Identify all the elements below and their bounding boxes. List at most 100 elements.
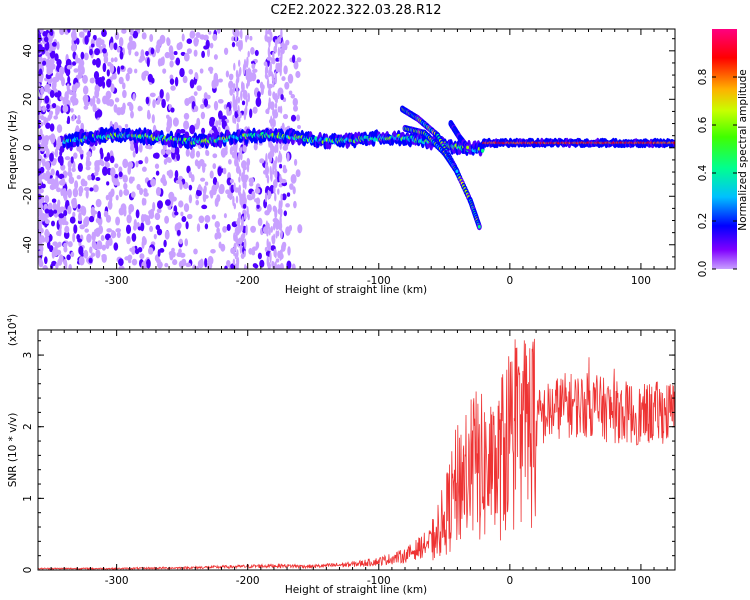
spectral-cell-139 (118, 189, 123, 198)
spectral-cell-609 (248, 182, 254, 187)
spectral-cell-1247 (100, 151, 104, 160)
spectral-cell-276 (295, 70, 301, 79)
spectral-cell-2709 (466, 145, 470, 150)
spectral-cell-739 (174, 169, 179, 179)
spectral-cell-1299 (164, 230, 170, 240)
spectral-cell-1110 (88, 215, 95, 223)
spectral-cell-638 (83, 105, 89, 110)
spectral-cell-845 (255, 197, 261, 206)
spectral-cell-1326 (101, 253, 107, 259)
spectral-cell-1412 (242, 180, 245, 189)
spectral-cell-1638 (266, 174, 270, 184)
spectral-cell-627 (102, 166, 108, 176)
spectral-cell-1248 (156, 208, 162, 214)
spectral-cell-1533 (233, 117, 237, 125)
spectral-cell-1269 (166, 114, 170, 119)
spectral-cell-1108 (70, 30, 77, 40)
spectral-cell-661 (68, 264, 72, 269)
spectral-cell-457 (161, 98, 166, 109)
spectral-cell-1134 (50, 263, 54, 269)
spectrogram-x-tick-label: 100 (631, 275, 651, 287)
spectral-cell-541 (279, 262, 284, 269)
spectral-cell-681 (95, 217, 101, 224)
spectral-cell-690 (122, 89, 127, 99)
spectral-cell-1522 (232, 83, 236, 94)
spectral-cell-713 (180, 211, 184, 217)
spectral-cell-1393 (38, 209, 43, 218)
spectral-cell-1519 (277, 36, 280, 45)
spectral-cell-669 (70, 43, 77, 52)
spectral-cell-1576 (273, 184, 276, 195)
spectral-cell-135 (135, 209, 140, 219)
spectral-cell-462 (118, 36, 124, 47)
spectral-cell-484 (254, 49, 259, 57)
spectral-cell-1306 (56, 230, 62, 236)
spectral-cell-1539 (272, 51, 275, 60)
spectral-cell-1241 (147, 109, 151, 118)
spectral-cell-1281 (128, 215, 132, 221)
spectral-cell-458 (228, 159, 232, 165)
spectral-cell-591 (214, 220, 220, 229)
spectral-cell-752 (277, 106, 281, 113)
colorbar-tick-label: 0.0 (697, 261, 709, 278)
spectral-cell-376 (252, 106, 258, 114)
spectral-cell-1176 (290, 114, 297, 122)
spectral-cell-1245 (89, 187, 94, 192)
spectrogram-x-ticks: -300 -200 -100 0 100 (50, 29, 668, 287)
spectral-cell-1562 (244, 146, 247, 153)
spectral-cell-1400 (246, 163, 250, 173)
spectral-cell-750 (44, 208, 50, 214)
spectral-cell-1556 (245, 97, 249, 107)
spectral-cell-1026 (74, 82, 79, 89)
spectral-cell-433 (174, 76, 179, 87)
spectral-cell-1143 (193, 37, 199, 47)
spectral-cell-1615 (280, 29, 283, 39)
spectral-cell-954 (169, 78, 175, 85)
spectral-cell-1397 (92, 231, 96, 242)
spectral-cell-1240 (118, 171, 123, 178)
spectral-cell-78 (281, 193, 287, 201)
spectral-cell-1024 (78, 245, 84, 256)
spectral-cell-723 (122, 174, 128, 183)
spectral-cell-1015 (82, 29, 89, 33)
spectral-cell-1600 (265, 220, 269, 231)
spectral-cell-1267 (146, 258, 151, 269)
spectral-cell-1617 (239, 39, 242, 52)
spectral-cell-1184 (174, 211, 179, 216)
spectral-cell-1231 (38, 135, 43, 141)
spectral-cell-1584 (237, 221, 241, 234)
spectral-cell-1346 (109, 63, 115, 74)
spectral-cell-870 (293, 158, 298, 166)
spectral-cell-1601 (275, 95, 278, 104)
spectral-cell-348 (145, 144, 151, 150)
spectral-cell-249 (195, 32, 201, 38)
spectral-cell-425 (130, 110, 134, 119)
spectral-cell-1339 (157, 200, 163, 209)
spectral-cell-345 (144, 156, 149, 164)
snr-panel: -300 -200 -100 0 100 0 1 2 3 Height of straight… (6, 314, 676, 596)
spectral-cell-1187 (87, 30, 91, 38)
spectral-cell-1342 (105, 90, 112, 100)
spectral-cell-551 (165, 149, 172, 155)
spectral-cell-862 (152, 99, 156, 109)
spectral-cell-1353 (78, 212, 82, 222)
spectral-cell-944 (143, 70, 149, 77)
spectral-cell-898 (109, 42, 114, 51)
spectral-cell-91 (152, 201, 156, 212)
spectral-cell-263 (200, 177, 206, 182)
spectral-cell-1289 (59, 95, 64, 101)
spectral-cell-961 (202, 187, 207, 195)
spectral-cell-259 (297, 224, 303, 234)
spectral-cell-1516 (270, 225, 273, 233)
snr-y-scale-note: (x104) (6, 314, 19, 346)
spectral-cell-122 (101, 244, 107, 251)
spectral-cell-1274 (185, 221, 189, 230)
spectral-cell-1116 (193, 91, 198, 96)
spectral-cell-1141 (64, 259, 68, 269)
spectral-cell-1209 (116, 65, 121, 75)
spectral-cell-737 (53, 209, 58, 214)
spectral-cell-1324 (68, 172, 73, 179)
spectral-cell-1358 (72, 90, 76, 100)
spectral-cell-971 (218, 118, 222, 126)
spectral-cell-934 (139, 253, 145, 260)
